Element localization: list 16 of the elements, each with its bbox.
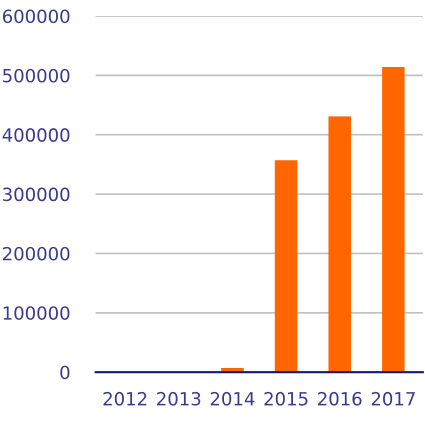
y-tick-label: 300000 [3, 188, 70, 202]
bar [382, 67, 405, 372]
x-tick-label: 2012 [103, 392, 146, 406]
x-tick-label: 2014 [210, 392, 254, 406]
x-tick-label: 2016 [318, 392, 362, 406]
x-tick-label: 2015 [264, 392, 308, 406]
x-tick-label: 2013 [157, 392, 200, 406]
x-tick-label: 2017 [372, 392, 415, 406]
y-tick-label: 200000 [3, 246, 70, 261]
y-tick-label: 400000 [2, 128, 70, 142]
bar [274, 160, 298, 372]
y-tick-label: 0 [60, 366, 70, 380]
y-tick-label: 500000 [3, 68, 70, 82]
y-tick-label: 600000 [2, 9, 70, 24]
y-tick-label: 100000 [4, 306, 70, 320]
bar [328, 116, 351, 372]
